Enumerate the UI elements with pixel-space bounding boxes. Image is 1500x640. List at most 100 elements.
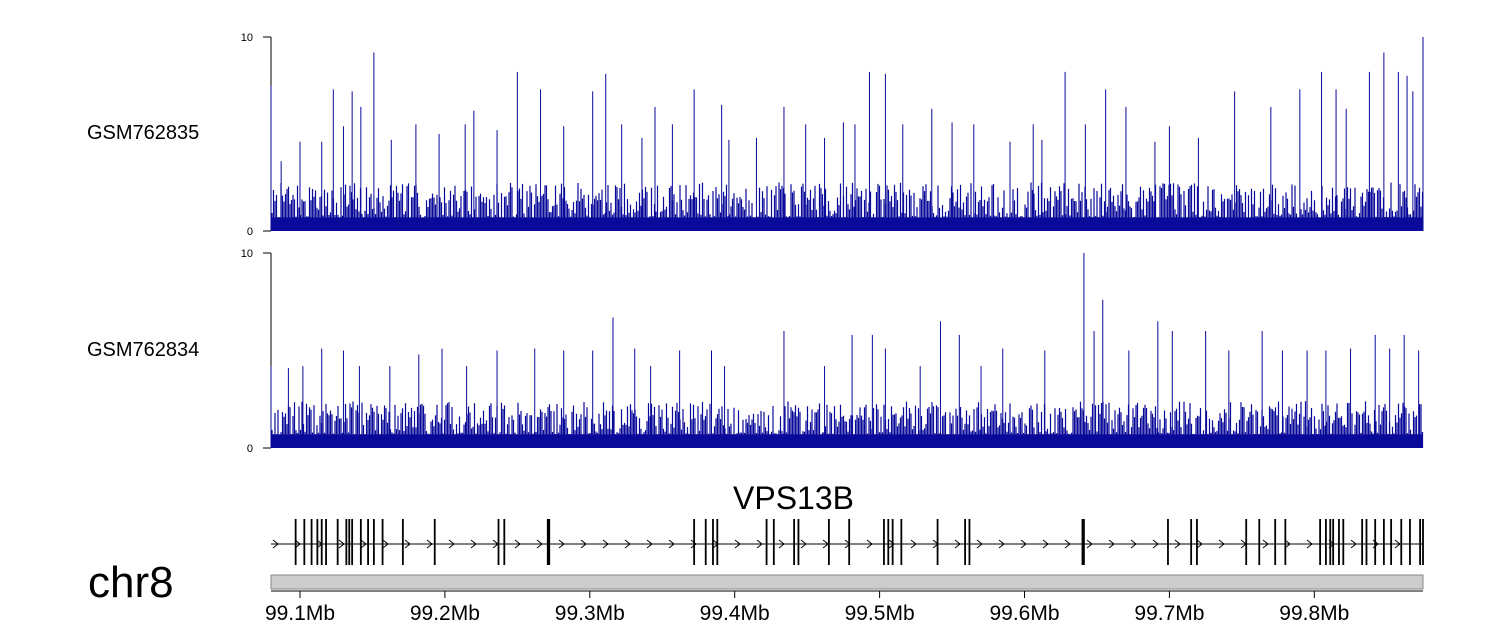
track-label-gsm762835: GSM762835 xyxy=(87,122,200,144)
gene-exon xyxy=(294,519,297,565)
gene-exon xyxy=(401,519,404,565)
strand-arrow xyxy=(998,539,1005,549)
strand-arrow xyxy=(470,539,477,549)
strand-arrow xyxy=(866,539,873,549)
gene-exon xyxy=(1382,519,1385,565)
strand-arrow xyxy=(1218,539,1225,549)
x-tick-label: 99.7Mb xyxy=(1134,602,1204,625)
gene-exon xyxy=(1374,519,1377,565)
gene-track xyxy=(271,519,1424,565)
gene-exon xyxy=(497,519,500,565)
gene-exon xyxy=(1190,519,1193,565)
strand-arrow xyxy=(1042,539,1049,549)
gene-exon xyxy=(1329,519,1332,565)
strand-arrow xyxy=(338,539,345,549)
genomic-x-axis: 99.1Mb 99.2Mb 99.3Mb 99.4Mb 99.5Mb 99.6Mb 99.7… xyxy=(265,590,1423,625)
gene-exon xyxy=(336,519,339,565)
strand-arrow xyxy=(646,539,653,549)
strand-arrow xyxy=(976,539,983,549)
gene-exon xyxy=(704,519,707,565)
gene-name-label: VPS13B xyxy=(733,480,854,516)
gene-exon xyxy=(348,519,351,565)
gene-exon xyxy=(848,519,851,565)
x-tick-label: 99.4Mb xyxy=(700,602,770,625)
chromosome-label: chr8 xyxy=(88,558,174,607)
chromosome-ideogram xyxy=(270,574,1424,590)
strand-arrow xyxy=(668,539,675,549)
x-tick-label: 99.2Mb xyxy=(410,602,480,625)
strand-arrow xyxy=(1064,539,1071,549)
gene-exon xyxy=(693,519,696,565)
gene-exon xyxy=(964,519,966,565)
strand-arrow xyxy=(1262,539,1269,549)
x-tick-label: 99.5Mb xyxy=(845,602,915,625)
strand-arrow xyxy=(800,539,807,549)
gene-exon xyxy=(936,519,939,565)
gene-exon xyxy=(887,519,890,565)
gene-exon xyxy=(1167,519,1169,565)
strand-arrow xyxy=(558,539,565,549)
gene-exon xyxy=(1390,519,1393,565)
strand-arrow xyxy=(1284,539,1291,549)
gene-exon xyxy=(372,519,375,565)
gene-exon xyxy=(900,519,903,565)
chromosome-band xyxy=(270,574,1424,590)
x-tick-label: 99.8Mb xyxy=(1279,602,1349,625)
strand-arrow xyxy=(1152,539,1159,549)
strand-arrow xyxy=(690,539,697,549)
signal-baseline-band xyxy=(271,434,1423,448)
gene-exon xyxy=(797,519,800,565)
y-tick-label: 10 xyxy=(241,32,253,44)
strand-arrow xyxy=(910,539,917,549)
strand-arrow xyxy=(294,539,301,549)
gene-exon xyxy=(1422,519,1424,565)
strand-arrow xyxy=(1306,539,1313,549)
strand-arrow xyxy=(624,539,631,549)
strand-arrow xyxy=(360,539,367,549)
gene-exon xyxy=(1365,519,1368,565)
gene-exon xyxy=(1081,519,1084,565)
gene-exon xyxy=(1258,519,1261,565)
gene-exon xyxy=(883,519,885,565)
gene-exon xyxy=(381,519,384,565)
gene-exon xyxy=(310,519,313,565)
gene-exon xyxy=(772,519,775,565)
gene-exon xyxy=(359,519,362,565)
gene-exon xyxy=(891,519,894,565)
strand-arrow xyxy=(1196,539,1203,549)
x-tick-label: 99.3Mb xyxy=(555,602,625,625)
strand-arrow xyxy=(954,539,961,549)
strand-arrow xyxy=(272,539,279,549)
strand-arrow xyxy=(756,539,763,549)
strand-arrow xyxy=(1108,539,1115,549)
strand-arrow xyxy=(1130,539,1137,549)
gene-exon xyxy=(1284,519,1287,565)
gene-exon xyxy=(303,519,306,565)
gene-exon xyxy=(765,519,768,565)
gene-exon xyxy=(433,519,436,565)
strand-arrow xyxy=(602,539,609,549)
gene-exon xyxy=(968,519,971,565)
strand-arrow xyxy=(448,539,455,549)
track-label-gsm762834: GSM762834 xyxy=(87,339,200,361)
x-tick-label: 99.6Mb xyxy=(989,602,1059,625)
strand-arrow xyxy=(734,539,741,549)
y-tick-label: 0 xyxy=(247,443,253,455)
strand-arrow xyxy=(778,539,785,549)
gene-exon xyxy=(1419,519,1422,565)
strand-arrow xyxy=(426,539,433,549)
gene-exon xyxy=(1319,519,1322,565)
gene-exon xyxy=(1196,519,1198,565)
gene-exon xyxy=(546,519,549,565)
gene-exon xyxy=(827,519,830,565)
gene-exon xyxy=(1245,519,1248,565)
gene-exon xyxy=(1338,519,1340,565)
signal-baseline-band xyxy=(271,217,1423,231)
gene-exon xyxy=(716,519,719,565)
gene-exon xyxy=(345,519,348,565)
y-tick-label: 0 xyxy=(247,226,253,238)
strand-arrow xyxy=(536,539,543,549)
gene-exon xyxy=(320,519,323,565)
gene-exon xyxy=(1325,519,1327,565)
